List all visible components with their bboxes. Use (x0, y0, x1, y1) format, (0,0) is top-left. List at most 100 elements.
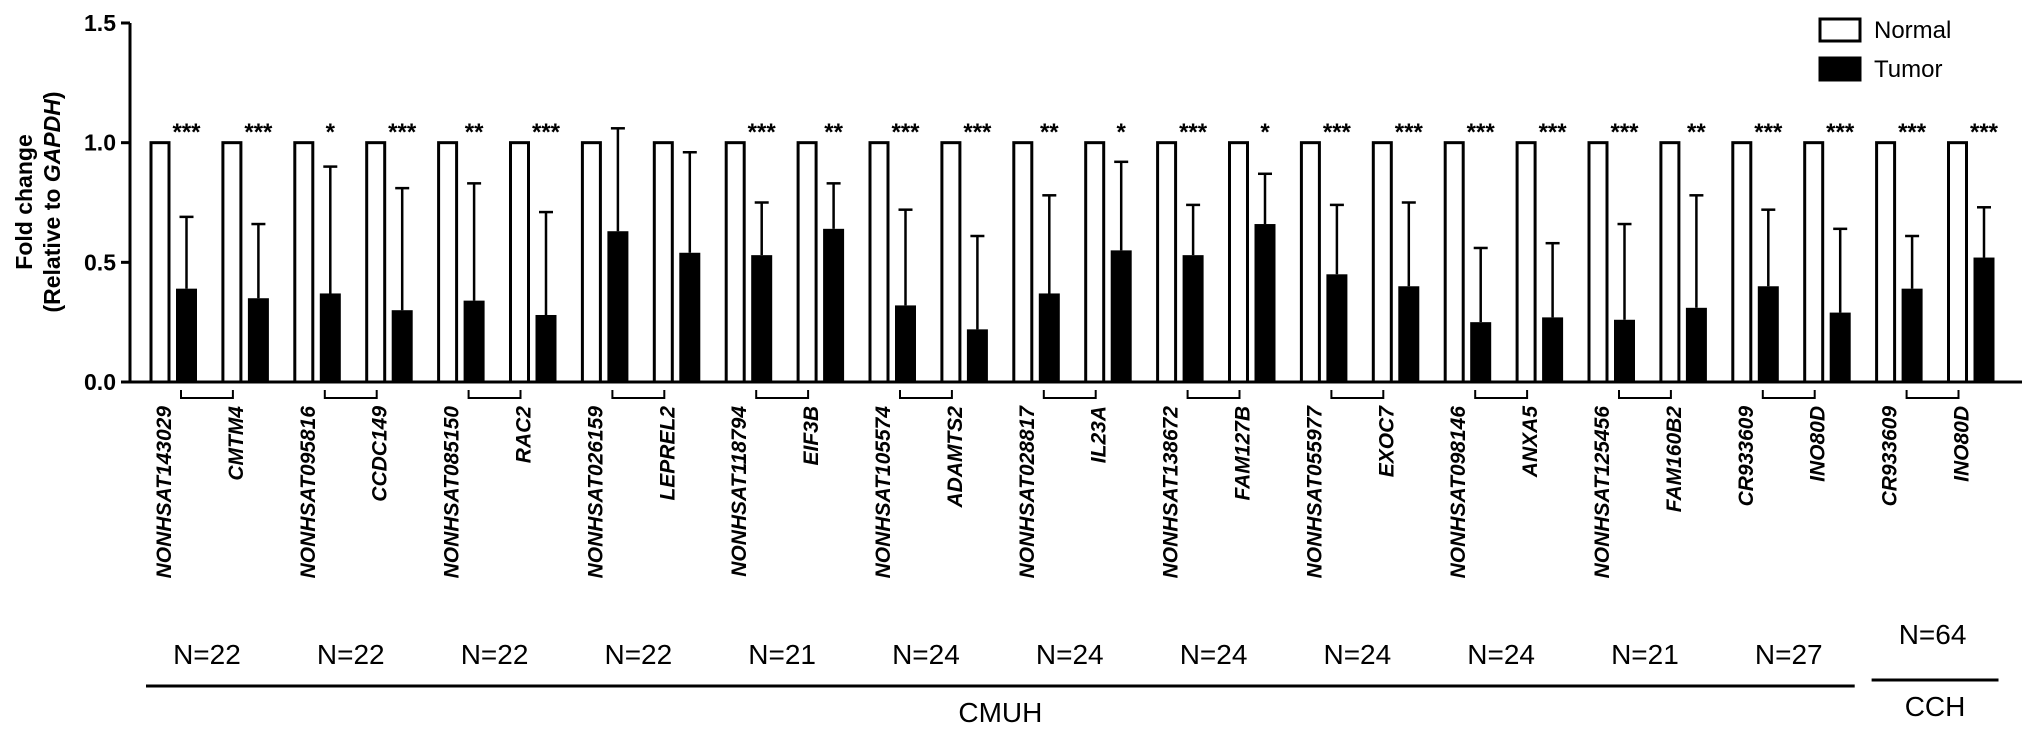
legend-label: Normal (1874, 17, 1951, 44)
x-tick-label: INO80D (1951, 406, 1974, 482)
bar-tumor (1973, 257, 1995, 382)
bar-tumor (1901, 288, 1923, 382)
x-tick-label: NONHSAT105574 (872, 406, 895, 579)
significance: *** (1826, 119, 1855, 146)
bar-tumor (607, 231, 629, 382)
significance: ** (824, 119, 843, 146)
significance: *** (748, 119, 777, 146)
cohort-label: CMUH (958, 697, 1042, 728)
bar-tumor (463, 300, 485, 382)
bar-normal (1156, 141, 1178, 384)
bar-normal (149, 141, 171, 384)
n-label: N=22 (461, 639, 529, 670)
significance: *** (532, 119, 561, 146)
significance: *** (172, 119, 201, 146)
bar-tumor (391, 310, 413, 382)
bar-tumor (1470, 322, 1492, 382)
y-axis-label-part: GAPDH (39, 99, 65, 182)
bar-normal (1587, 141, 1609, 384)
legend-swatch (1818, 17, 1862, 43)
significance: *** (1898, 119, 1927, 146)
pair-bracket (1905, 390, 1960, 399)
x-tick-label: NONHSAT028817 (1016, 405, 1039, 579)
bar-tumor (1110, 250, 1132, 382)
bar-normal (1371, 141, 1393, 384)
pair-bracket (899, 390, 953, 399)
n-label: N=24 (1467, 639, 1535, 670)
n-label: N=22 (173, 639, 241, 670)
x-tick-label: ADAMTS2 (944, 406, 967, 509)
y-axis-label: (Relative to GAPDH) (39, 91, 65, 312)
bar-tumor (1829, 312, 1851, 382)
y-axis-label: Fold change (11, 134, 37, 269)
bar-normal (580, 141, 602, 384)
significance: *** (891, 119, 920, 146)
bar-normal (868, 141, 890, 384)
x-tick-label: CR933609 (1735, 406, 1758, 507)
bar-tumor (176, 288, 197, 382)
bar-normal (509, 141, 530, 384)
significance: *** (1610, 119, 1639, 146)
bar-normal (1012, 141, 1034, 384)
n-label: N=27 (1755, 639, 1823, 670)
x-tick-label: NONHSAT143029 (153, 406, 176, 579)
bar-normal (1947, 141, 1968, 384)
significance: *** (1323, 119, 1352, 146)
n-label: N=24 (1180, 639, 1248, 670)
bar-tumor (535, 314, 557, 382)
bar-normal (1515, 141, 1537, 384)
bar-tumor (1614, 319, 1635, 382)
significance: *** (1970, 119, 1999, 146)
significance: *** (1754, 119, 1783, 146)
x-tick-label: ANXA5 (1519, 406, 1542, 479)
x-tick-label: NONHSAT118794 (728, 406, 751, 577)
bar-normal (1443, 141, 1465, 384)
n-label: N=24 (1323, 639, 1391, 670)
n-label: N=24 (1036, 639, 1104, 670)
x-tick-label: FAM160B2 (1663, 406, 1686, 513)
n-label: N=64 (1899, 619, 1967, 650)
x-tick-label: CR933609 (1879, 406, 1902, 507)
significance: *** (1539, 119, 1568, 146)
bar-normal (724, 141, 746, 384)
legend-swatch (1818, 56, 1862, 82)
x-tick-label: IL23A (1088, 406, 1111, 463)
y-axis-label-part: (Relative to (39, 182, 65, 312)
bar-normal (293, 141, 315, 384)
n-label: N=24 (892, 639, 960, 670)
cohort-label: CCH (1905, 691, 1966, 722)
bar-normal (1299, 141, 1321, 384)
significance: ** (465, 119, 484, 146)
bar-normal (796, 141, 818, 384)
n-label: N=22 (604, 639, 672, 670)
significance: *** (1179, 119, 1208, 146)
bar-normal (1084, 141, 1106, 384)
x-tick-label: LEPREL2 (656, 406, 679, 501)
bar-tumor (966, 329, 988, 382)
bar-tumor (247, 298, 269, 382)
pair-bracket (1330, 390, 1385, 399)
x-tick-label: CCDC149 (369, 406, 392, 502)
bar-tumor (751, 255, 773, 382)
bar-tumor (1254, 224, 1276, 382)
bar-normal (1659, 141, 1681, 384)
pair-bracket (323, 390, 378, 399)
x-tick-label: INO80D (1807, 406, 1830, 482)
significance: ** (1040, 119, 1059, 146)
pair-bracket (1761, 390, 1816, 399)
pair-bracket (467, 390, 522, 399)
bar-tumor (1398, 286, 1420, 382)
legend-label: Tumor (1874, 56, 1942, 83)
bar-normal (940, 141, 962, 384)
bar-normal (1875, 141, 1897, 384)
bar-tumor (1685, 307, 1707, 382)
x-tick-label: NONHSAT138672 (1160, 406, 1183, 579)
x-tick-label: RAC2 (513, 406, 536, 463)
significance: ** (1687, 119, 1706, 146)
y-tick-label: 1.0 (84, 130, 116, 156)
bar-normal (437, 141, 459, 384)
n-label: N=21 (748, 639, 816, 670)
bar-normal (1803, 141, 1825, 384)
x-tick-label: NONHSAT055977 (1303, 405, 1326, 579)
